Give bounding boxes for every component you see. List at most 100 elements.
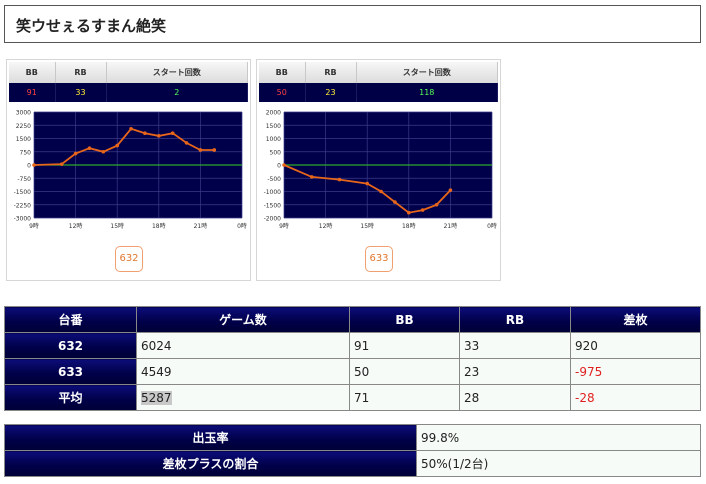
bb-value: 50 <box>259 83 306 102</box>
col-header-rb: RB <box>459 306 571 333</box>
data-point <box>448 188 453 192</box>
y-tick-label: -500 <box>267 176 281 183</box>
x-tick-label: 0時 <box>237 222 247 230</box>
x-tick-label: 12時 <box>69 222 83 230</box>
data-point <box>87 146 92 151</box>
data-point <box>101 149 106 154</box>
y-tick-label: 500 <box>270 149 282 156</box>
plus-ratio-label: 差枚プラスの割合 <box>4 450 417 477</box>
x-tick-label: 12時 <box>319 222 333 230</box>
unit-stats-table: BB RB スタート回数 50 23 118 <box>259 62 498 102</box>
unit-633-button[interactable]: 633 <box>365 246 393 272</box>
table-row: 632 6024 91 33 920 <box>4 332 701 359</box>
data-point <box>420 208 425 212</box>
y-tick-label: 0 <box>27 163 31 170</box>
payout-stats-table: 出玉率 99.8% 差枚プラスの割合 50%(1/2台) <box>4 424 701 477</box>
table-row: 633 4549 50 23 -975 <box>4 358 701 385</box>
y-tick-label: 1000 <box>266 136 281 143</box>
data-point <box>157 134 161 138</box>
table-row: 差枚プラスの割合 50%(1/2台) <box>4 450 701 477</box>
x-tick-label: 9時 <box>279 222 289 230</box>
bb-cell: 91 <box>349 332 460 359</box>
page-title-box: 笑ウせぇるすまん絶笑 <box>4 5 701 43</box>
data-point <box>407 210 411 215</box>
unit-632-button[interactable]: 632 <box>115 246 143 272</box>
row-label: 633 <box>4 358 137 385</box>
y-tick-label: -1500 <box>264 202 282 209</box>
x-tick-label: 0時 <box>487 222 497 230</box>
data-point <box>184 141 189 145</box>
bb-value: 91 <box>9 83 56 102</box>
rb-header: RB <box>55 62 107 83</box>
x-tick-label: 21時 <box>194 222 208 230</box>
unit-stats-table: BB RB スタート回数 91 33 2 <box>9 62 248 102</box>
games-cell: 5287 <box>136 384 350 411</box>
start-count-header: スタート回数 <box>356 62 498 83</box>
games-cell: 6024 <box>136 332 350 359</box>
data-point <box>198 148 203 152</box>
x-tick-label: 15時 <box>110 222 124 230</box>
data-point <box>115 143 119 148</box>
y-tick-label: -1500 <box>14 189 32 196</box>
series-line <box>283 164 452 214</box>
row-label: 平均 <box>4 384 137 411</box>
unit-panel-633: BB RB スタート回数 50 23 118 2000 1500 1000 500 0 -… <box>256 59 501 281</box>
table-row: 平均 5287 71 28 -28 <box>4 384 701 411</box>
data-point <box>59 162 64 166</box>
start-count-value: 2 <box>106 83 248 102</box>
y-tick-label: -750 <box>17 176 31 183</box>
y-tick-label: -2000 <box>264 216 282 223</box>
col-header-unit: 台番 <box>4 306 137 333</box>
rb-cell: 28 <box>459 384 571 411</box>
y-tick-label: 2250 <box>16 123 31 130</box>
diff-cell: 920 <box>570 332 701 359</box>
data-point <box>212 148 217 152</box>
data-point <box>143 131 147 135</box>
data-point <box>73 151 78 156</box>
data-point <box>309 175 314 179</box>
rb-cell: 33 <box>459 332 571 359</box>
games-cell: 4549 <box>136 358 350 385</box>
y-tick-label: 1500 <box>16 136 31 143</box>
bb-cell: 50 <box>349 358 460 385</box>
data-point <box>170 131 175 135</box>
data-point <box>32 163 36 167</box>
y-tick-label: 0 <box>277 163 281 170</box>
y-tick-label: -3000 <box>14 216 32 223</box>
rb-value: 23 <box>305 83 357 102</box>
machine-summary-table: 台番 ゲーム数 BB RB 差枚 632 6024 91 33 920 633 … <box>4 306 701 411</box>
x-tick-label: 9時 <box>29 222 39 230</box>
data-point <box>365 181 369 186</box>
data-point <box>434 202 439 207</box>
start-count-header: スタート回数 <box>106 62 248 83</box>
plus-ratio-value: 50%(1/2台) <box>416 450 701 477</box>
y-tick-label: -2250 <box>14 202 32 209</box>
col-header-bb: BB <box>349 306 460 333</box>
x-tick-label: 21時 <box>444 222 458 230</box>
col-header-diff: 差枚 <box>570 306 701 333</box>
y-tick-label: 750 <box>20 149 32 156</box>
row-label: 632 <box>4 332 137 359</box>
col-header-games: ゲーム数 <box>136 306 350 333</box>
start-count-value: 118 <box>356 83 498 102</box>
diff-cell: -975 <box>570 358 701 385</box>
payout-rate-label: 出玉率 <box>4 424 417 451</box>
x-tick-label: 18時 <box>152 222 166 230</box>
rb-value: 33 <box>55 83 107 102</box>
x-tick-label: 15時 <box>360 222 374 230</box>
rb-header: RB <box>305 62 357 83</box>
data-point <box>393 200 397 204</box>
rb-cell: 23 <box>459 358 571 385</box>
bb-cell: 71 <box>349 384 460 411</box>
data-point <box>129 126 133 131</box>
bb-header: BB <box>259 62 306 83</box>
selected-text: 5287 <box>141 390 172 405</box>
y-tick-label: 3000 <box>16 110 31 117</box>
y-tick-label: -1000 <box>264 189 282 196</box>
data-point <box>337 177 342 182</box>
x-tick-label: 18時 <box>402 222 416 230</box>
data-point <box>379 189 383 194</box>
table-row: 出玉率 99.8% <box>4 424 701 451</box>
